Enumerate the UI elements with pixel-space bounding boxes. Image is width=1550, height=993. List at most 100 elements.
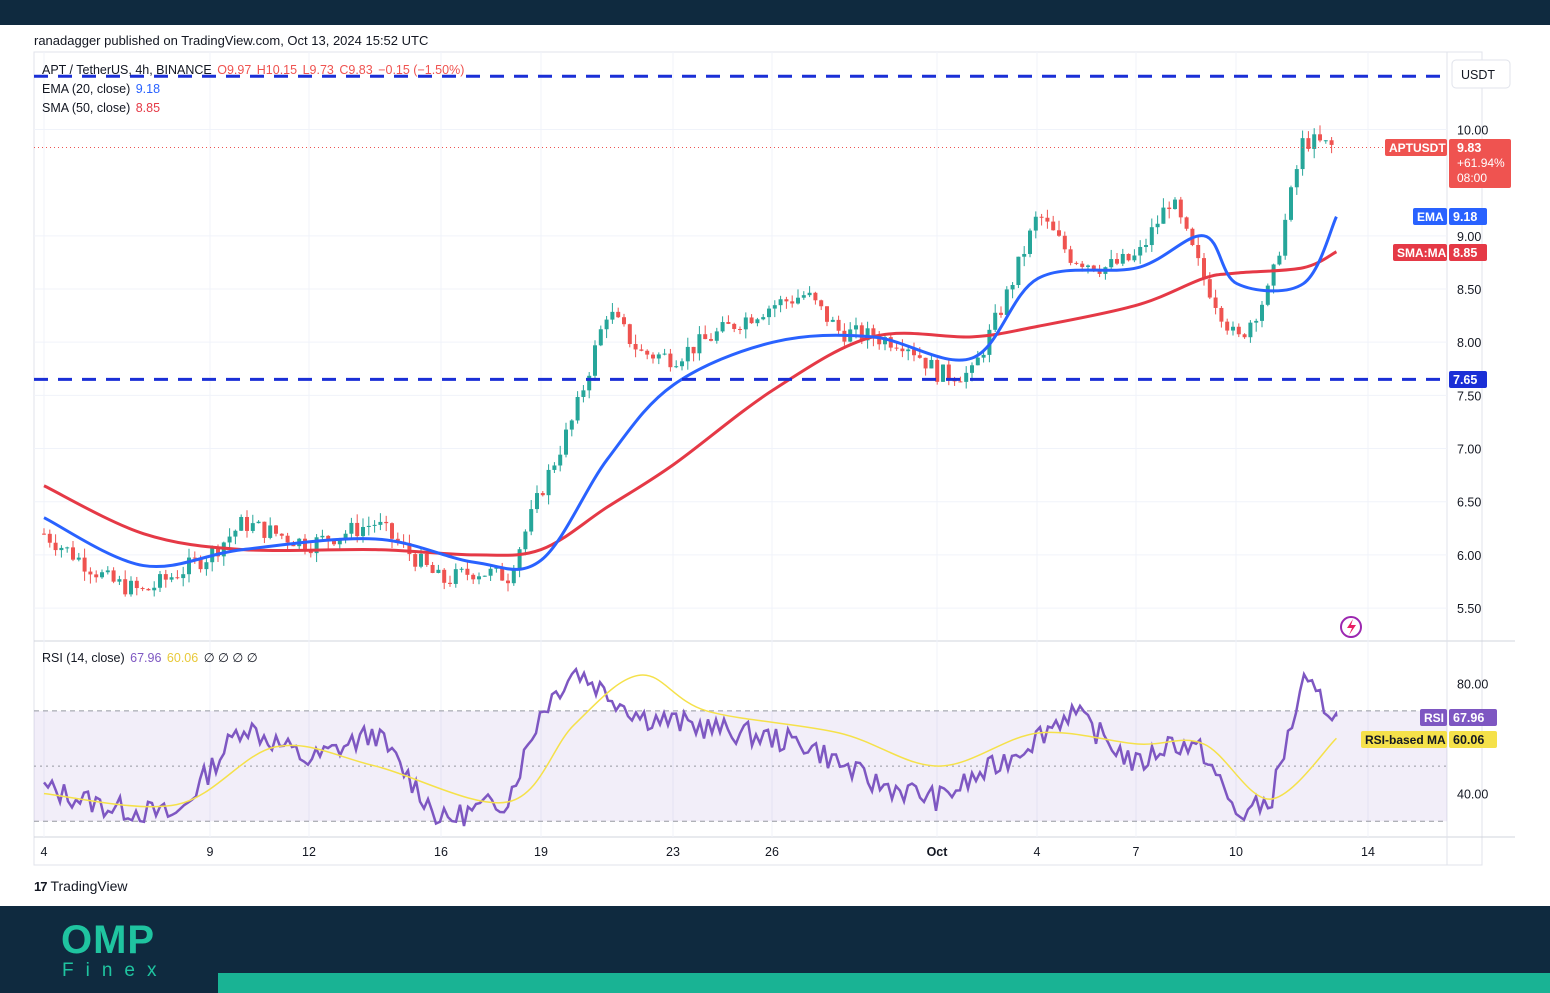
candle-body (958, 381, 963, 383)
candle-body (1236, 326, 1241, 335)
candle-body (1271, 264, 1276, 286)
currency-box (1451, 59, 1511, 89)
candle-body (117, 579, 122, 582)
candle-body (1306, 138, 1311, 149)
sma-price-tag: 8.85 (1453, 246, 1477, 260)
time-tick-label: 4 (41, 845, 48, 859)
candle-body (1184, 217, 1189, 229)
candle-body (76, 557, 81, 560)
candle-body (645, 350, 650, 355)
candle-body (900, 348, 905, 352)
time-tick-label: Oct (927, 845, 949, 859)
candle-body (94, 574, 99, 578)
top-header-bar (0, 0, 1550, 25)
candle-body (1202, 258, 1206, 280)
candle-body (1028, 230, 1032, 254)
candle-body (407, 543, 412, 555)
candle-body (529, 509, 534, 532)
candle-body (430, 564, 435, 573)
candle-body (923, 357, 928, 369)
legend-rsi-ma-value: 60.06 (166, 651, 199, 665)
rsi-value-tag-bg (1449, 709, 1497, 726)
candle-body (355, 522, 360, 537)
candle-body (216, 547, 220, 557)
tradingview-logo-icon: 17 (34, 878, 48, 894)
candle-body (42, 533, 46, 535)
candle-body (738, 328, 742, 330)
candle-body (1016, 256, 1021, 286)
candle-body (326, 535, 331, 541)
candle-body (343, 533, 348, 539)
candle-body (123, 579, 128, 595)
candle-body (801, 295, 806, 298)
candle-body (697, 334, 702, 354)
candle-body (1010, 285, 1015, 290)
time-tick-label: 12 (302, 845, 316, 859)
legend-change: −0.15 (−1.50%) (378, 63, 465, 77)
candle-body (308, 550, 313, 554)
candle-body (198, 558, 203, 570)
legend-ema-value: 9.18 (135, 82, 161, 96)
time-tick-label: 10 (1229, 845, 1243, 859)
candle-body (546, 469, 551, 496)
candle-body (1161, 207, 1166, 224)
candle-body (1289, 187, 1293, 220)
candle-body (1178, 199, 1183, 218)
candle-body (813, 292, 818, 301)
candle-body (1039, 216, 1044, 218)
candle-body (656, 354, 661, 359)
candle-body (709, 339, 713, 341)
tradingview-wordmark: TradingView (50, 878, 128, 894)
time-tick-label: 4 (1034, 845, 1041, 859)
candle-body (807, 292, 812, 296)
price-tick-label: 9.00 (1457, 230, 1481, 244)
candle-body (1155, 223, 1160, 228)
candle-body (1277, 255, 1282, 265)
ema-tag-bg (1413, 208, 1447, 225)
candle-body (720, 322, 725, 332)
bar-countdown: 08:00 (1457, 171, 1487, 185)
candle-body (1004, 289, 1009, 315)
candle-body (146, 588, 151, 591)
candle-body (227, 536, 232, 543)
candle-body (1225, 321, 1230, 331)
candle-body (772, 305, 777, 309)
sma-price-tag-bg (1449, 244, 1487, 261)
candle-body (1138, 246, 1143, 256)
candle-body (523, 531, 528, 550)
candle-body (819, 300, 824, 307)
candle-body (337, 538, 342, 545)
candle-body (59, 547, 64, 551)
candle-body (245, 516, 249, 531)
candle-body (181, 574, 186, 579)
candle-body (53, 542, 58, 551)
candle-body (1329, 140, 1334, 145)
candle-body (262, 521, 267, 538)
last-price-value: 9.83 (1457, 141, 1481, 155)
candle-body (917, 355, 922, 358)
candle-body (279, 533, 284, 536)
candle-body (65, 547, 70, 549)
sma-tag-bg (1393, 244, 1447, 261)
candle-body (366, 525, 371, 527)
candle-body (239, 516, 244, 531)
candle-body (674, 366, 679, 368)
sma-tag: SMA:MA (1397, 246, 1447, 260)
candle-body (540, 493, 545, 496)
tradingview-logo[interactable]: 17 TradingView (34, 878, 128, 894)
candle-body (71, 547, 75, 560)
rsi-ma-value-tag-bg (1449, 731, 1497, 748)
candle-body (1120, 253, 1125, 264)
plot-frame (33, 51, 1483, 866)
candle-body (575, 396, 580, 421)
candle-body (888, 337, 893, 348)
rsi-ma-value-tag: 60.06 (1453, 733, 1484, 747)
symbol-tag-bg (1385, 139, 1447, 156)
candle-body (569, 420, 574, 430)
candle-body (761, 317, 766, 320)
candle-body (274, 525, 278, 534)
candle-body (436, 569, 441, 573)
candle-body (105, 570, 110, 573)
candle-body (1318, 134, 1322, 141)
